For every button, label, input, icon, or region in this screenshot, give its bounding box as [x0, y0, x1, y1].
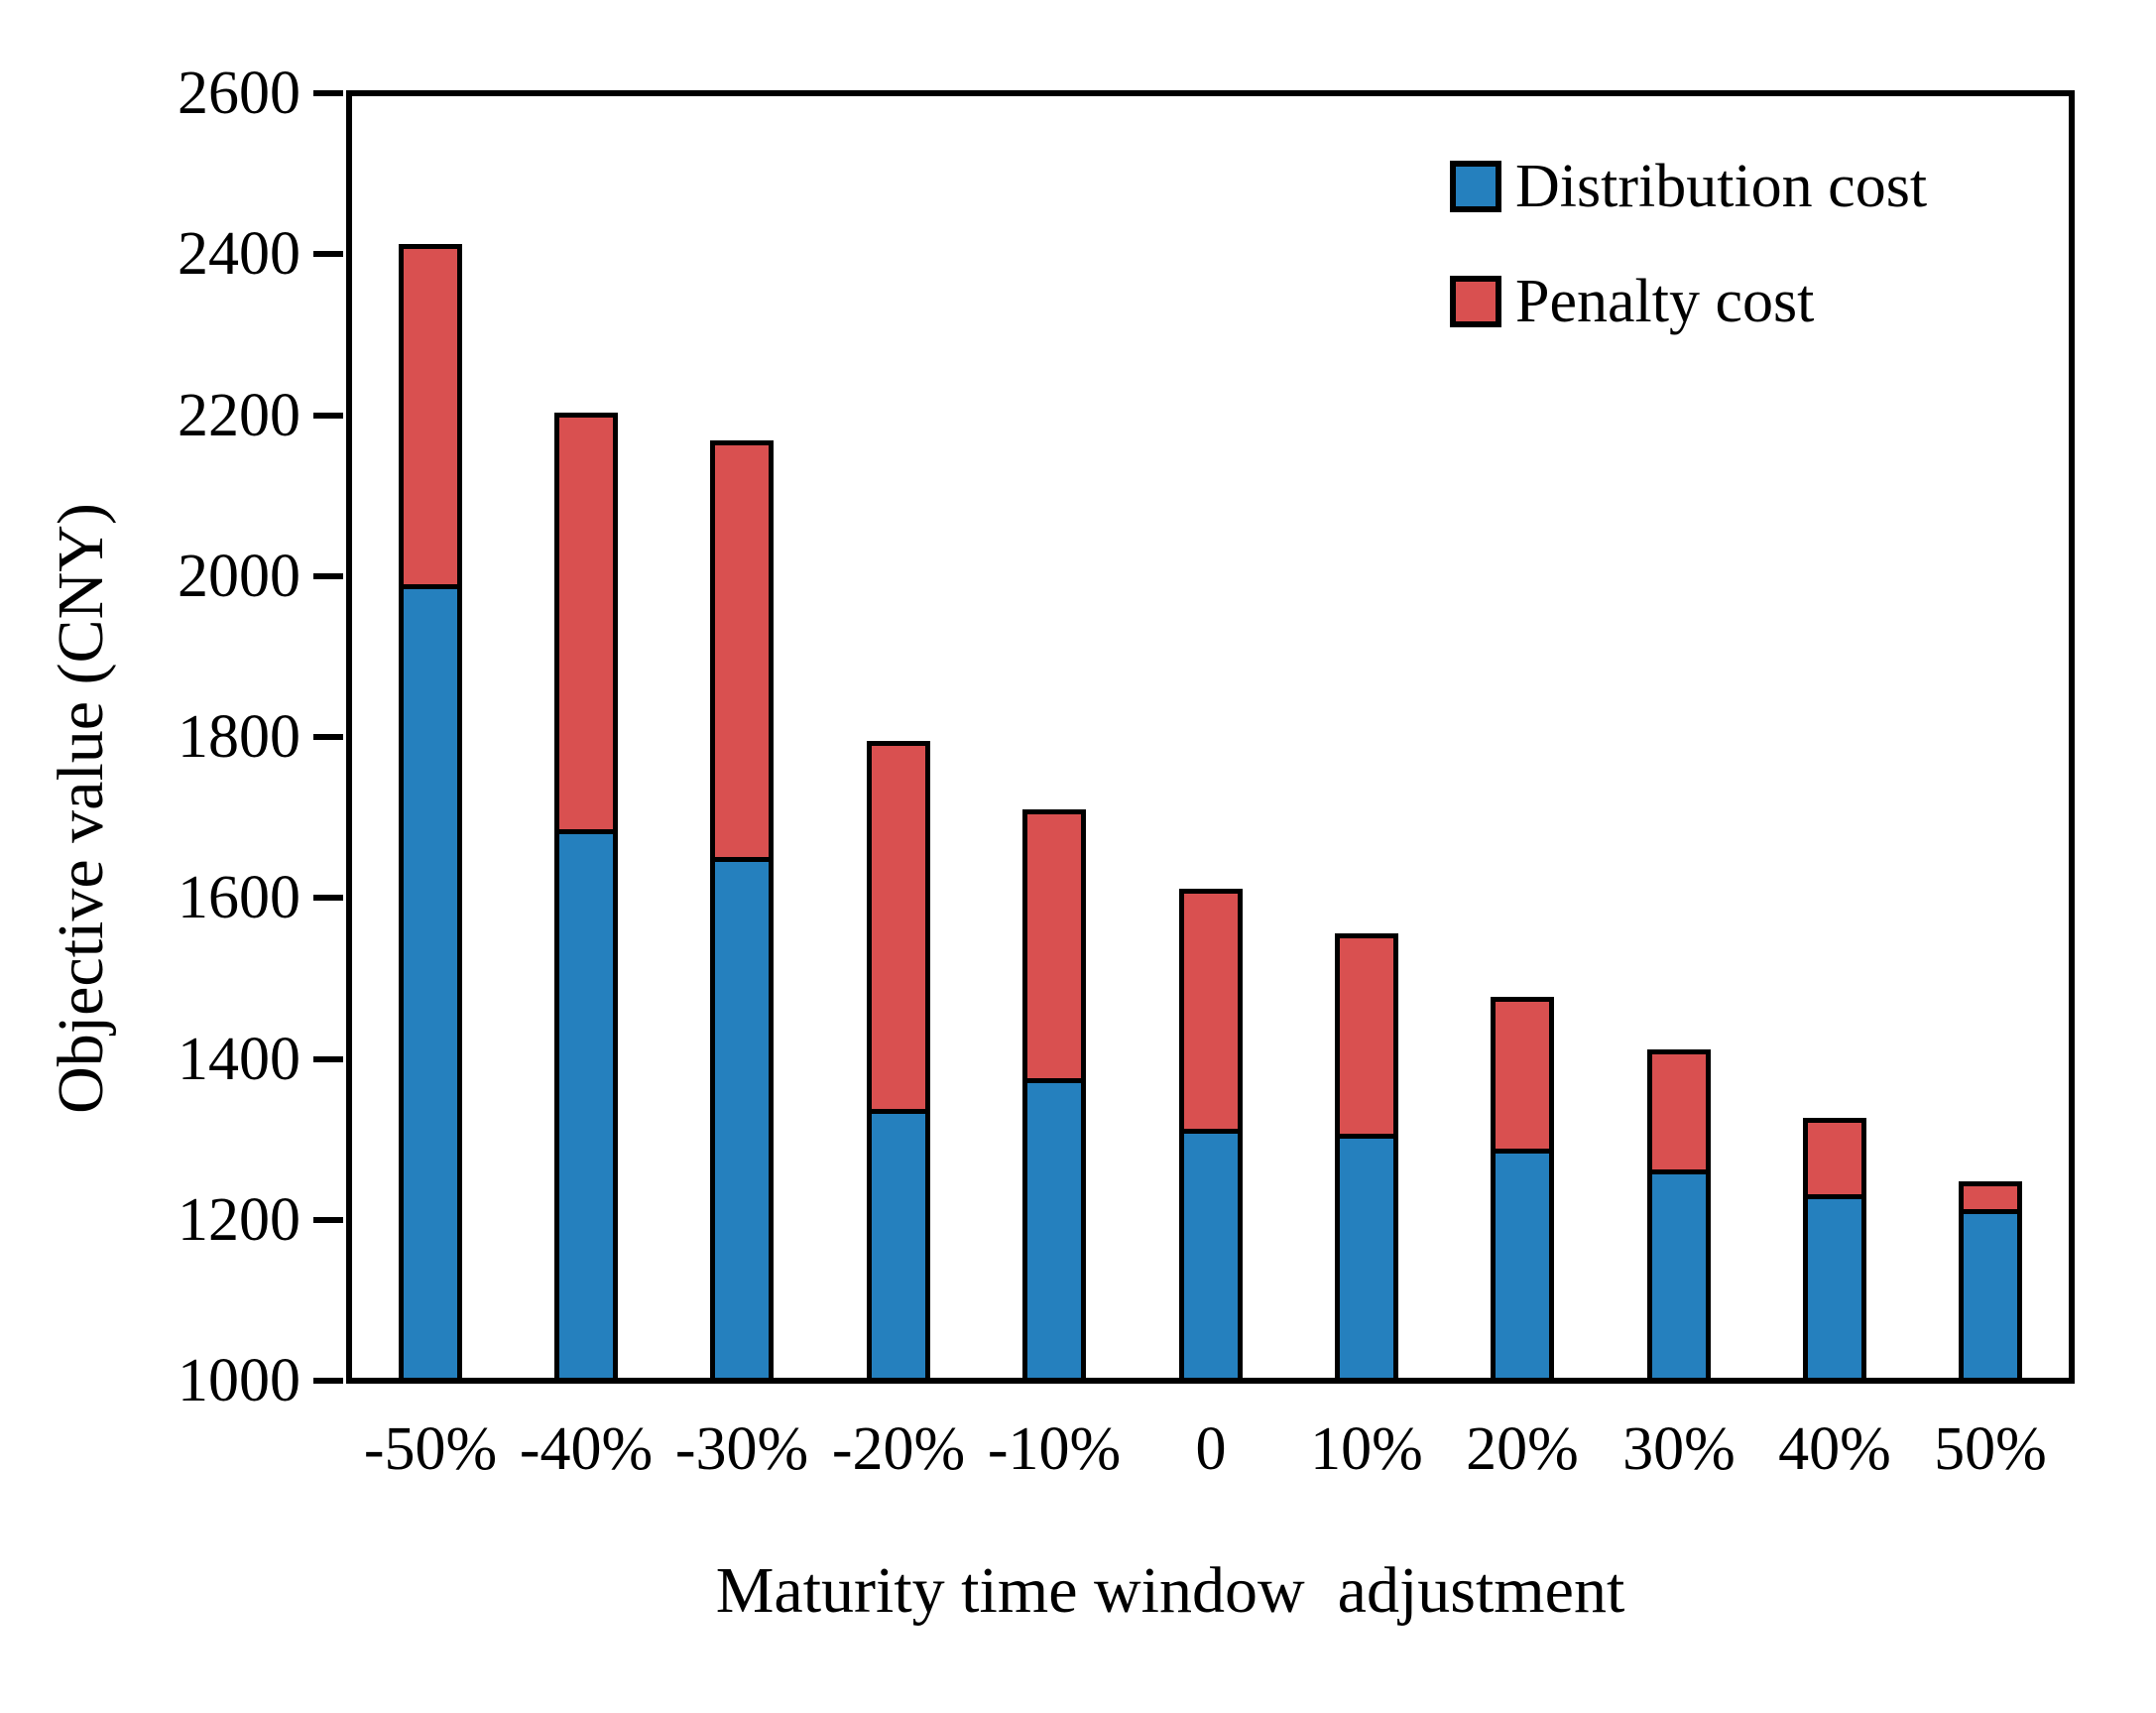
x-tick-label: 0	[1195, 1415, 1227, 1483]
y-tick-label: 1600	[178, 864, 300, 932]
stacked-bar--20%	[867, 741, 930, 1378]
y-tick-mark	[313, 895, 343, 902]
y-tick-mark	[313, 1216, 343, 1223]
stacked-bar--50%	[399, 244, 462, 1378]
y-tick-mark	[313, 1378, 343, 1384]
y-tick-label: 2200	[178, 381, 300, 449]
bar-segment-penalty-cost	[559, 418, 613, 834]
y-tick-label: 1800	[178, 703, 300, 771]
stacked-bar-10%	[1335, 933, 1398, 1378]
bar-segment-distribution-cost	[1964, 1214, 2017, 1378]
x-tick-label: -20%	[831, 1415, 966, 1483]
bar-segment-penalty-cost	[1652, 1054, 1706, 1174]
bar-segment-penalty-cost	[872, 746, 925, 1114]
stacked-bar-40%	[1803, 1118, 1866, 1378]
bar-segment-distribution-cost	[1808, 1199, 1861, 1378]
stacked-bar-20%	[1491, 997, 1554, 1378]
y-tick-label: 1200	[178, 1185, 300, 1254]
legend-item-penalty-cost: Penalty cost	[1450, 270, 1927, 333]
bar-segment-distribution-cost	[872, 1114, 925, 1378]
bar-segment-distribution-cost	[1496, 1154, 1549, 1378]
y-tick-mark	[313, 90, 343, 96]
y-tick-mark	[313, 412, 343, 419]
bar-segment-distribution-cost	[1027, 1083, 1081, 1378]
bar-segment-distribution-cost	[1652, 1174, 1706, 1378]
penalty-cost-swatch-icon	[1450, 276, 1501, 327]
bar-segment-distribution-cost	[715, 862, 769, 1378]
y-tick-label: 2600	[178, 60, 300, 127]
y-tick-label: 1000	[178, 1347, 300, 1414]
stacked-bar--30%	[710, 440, 774, 1378]
stacked-bar-50%	[1959, 1181, 2022, 1378]
y-tick-label: 1400	[178, 1025, 300, 1093]
bar-segment-penalty-cost	[715, 445, 769, 862]
bar-segment-penalty-cost	[1496, 1002, 1549, 1154]
stacked-bar-0	[1179, 889, 1243, 1378]
x-tick-label: 50%	[1934, 1415, 2047, 1483]
x-tick-label: -40%	[519, 1415, 654, 1483]
x-tick-label: 10%	[1310, 1415, 1423, 1483]
bar-segment-distribution-cost	[1340, 1139, 1393, 1378]
x-tick-label: 40%	[1778, 1415, 1891, 1483]
y-tick-mark	[313, 572, 343, 579]
y-tick-label: 2400	[178, 220, 300, 289]
bars-layer	[352, 96, 2069, 1378]
y-tick-mark	[313, 1055, 343, 1062]
bar-segment-penalty-cost	[1184, 894, 1238, 1134]
stacked-bar--40%	[554, 413, 618, 1378]
x-tick-label: 20%	[1466, 1415, 1579, 1483]
legend-label: Distribution cost	[1515, 153, 1928, 220]
stacked-bar--10%	[1022, 809, 1086, 1378]
y-tick-mark	[313, 251, 343, 258]
legend: Distribution cost Penalty cost	[1450, 155, 1927, 385]
bar-segment-penalty-cost	[1808, 1123, 1861, 1199]
stacked-bar-30%	[1647, 1049, 1711, 1378]
plot-area	[346, 90, 2075, 1384]
x-tick-label: -50%	[363, 1415, 498, 1483]
bar-segment-penalty-cost	[1964, 1186, 2017, 1214]
legend-label: Penalty cost	[1515, 268, 1815, 335]
x-tick-label: -30%	[674, 1415, 809, 1483]
x-tick-label: 30%	[1622, 1415, 1736, 1483]
y-tick-label: 2000	[178, 542, 300, 610]
bar-segment-distribution-cost	[404, 589, 457, 1378]
distribution-cost-swatch-icon	[1450, 161, 1501, 212]
bar-segment-penalty-cost	[1340, 938, 1393, 1139]
bar-segment-distribution-cost	[559, 834, 613, 1378]
bar-segment-distribution-cost	[1184, 1134, 1238, 1378]
x-tick-label: -10%	[987, 1415, 1122, 1483]
bar-segment-penalty-cost	[1027, 814, 1081, 1083]
bar-segment-penalty-cost	[404, 249, 457, 589]
legend-item-distribution-cost: Distribution cost	[1450, 155, 1927, 218]
x-axis-title: Maturity time window adjustment	[715, 1554, 1625, 1627]
y-tick-mark	[313, 734, 343, 740]
